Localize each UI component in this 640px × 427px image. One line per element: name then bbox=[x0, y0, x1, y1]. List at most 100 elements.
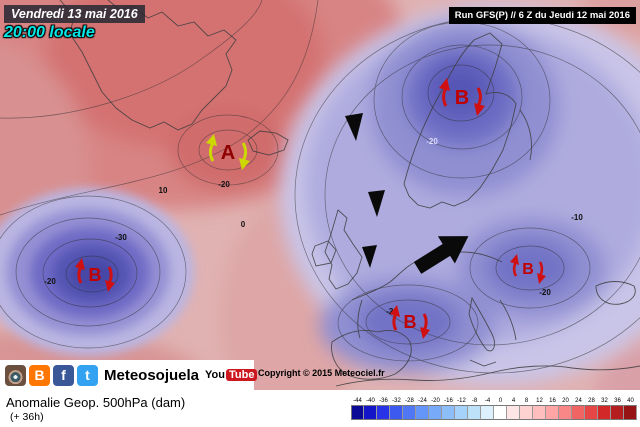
depression-letter: B bbox=[522, 261, 534, 278]
legend-cell: -36 bbox=[377, 397, 390, 420]
legend-cell: 28 bbox=[585, 397, 598, 420]
legend-value: -24 bbox=[418, 398, 427, 404]
contour-label: -20 bbox=[44, 277, 56, 286]
legend-color-swatch bbox=[468, 405, 481, 420]
depression-letter: B bbox=[404, 312, 417, 332]
legend-cell: 4 bbox=[507, 397, 520, 420]
legend-cell: -40 bbox=[364, 397, 377, 420]
contour-label: -30 bbox=[115, 233, 127, 242]
date-banner: Vendredi 13 mai 2016 20:00 locale bbox=[4, 5, 145, 42]
legend-color-swatch bbox=[403, 405, 416, 420]
legend-cell: -32 bbox=[390, 397, 403, 420]
legend-cell: 24 bbox=[572, 397, 585, 420]
legend-color-swatch bbox=[494, 405, 507, 420]
legend-cell: -28 bbox=[403, 397, 416, 420]
legend-color-swatch bbox=[572, 405, 585, 420]
contour-label: -10 bbox=[571, 213, 583, 222]
legend-cell: 36 bbox=[611, 397, 624, 420]
cyclone-arrowheads bbox=[510, 254, 546, 284]
time-label: 20:00 locale bbox=[4, 24, 95, 41]
legend-value: 40 bbox=[627, 398, 634, 404]
anticyclone-arrowheads bbox=[206, 134, 250, 170]
legend-cell: -24 bbox=[416, 397, 429, 420]
pressure-center-depression-scandinavia: B bbox=[439, 78, 485, 116]
legend-value: -12 bbox=[457, 398, 466, 404]
wind-arrow bbox=[362, 245, 377, 268]
cyclone-arrowheads bbox=[75, 258, 115, 292]
legend-value: -36 bbox=[379, 398, 388, 404]
cyclone-arrowheads bbox=[439, 78, 485, 116]
legend-cell: 8 bbox=[520, 397, 533, 420]
legend-cell: -4 bbox=[481, 397, 494, 420]
date-label: Vendredi 13 mai 2016 bbox=[4, 5, 145, 23]
pressure-center-depression-east-europe: B bbox=[510, 254, 546, 284]
wind-arrow-large bbox=[413, 236, 469, 274]
facebook-icon[interactable]: f bbox=[53, 364, 74, 386]
legend-color-swatch bbox=[364, 405, 377, 420]
youtube-you-label: You bbox=[205, 369, 225, 381]
legend-value: -20 bbox=[431, 398, 440, 404]
footer-bar: Anomalie Geop. 500hPa (dam) (+ 36h) -44-… bbox=[0, 390, 640, 427]
contour-label: 10 bbox=[159, 186, 168, 195]
legend-cell: -8 bbox=[468, 397, 481, 420]
legend-value: -8 bbox=[471, 398, 478, 404]
legend-color-swatch bbox=[442, 405, 455, 420]
anticyclone-letter: A bbox=[221, 142, 235, 164]
legend-cell: -16 bbox=[442, 397, 455, 420]
pressure-center-depression-mediterranean: B bbox=[390, 305, 430, 339]
legend-value: -32 bbox=[392, 398, 401, 404]
legend-color-swatch bbox=[416, 405, 429, 420]
legend-color-swatch bbox=[429, 405, 442, 420]
social-bar: B f t Meteosojuela You Tube bbox=[0, 360, 258, 390]
legend-color-swatch bbox=[507, 405, 520, 420]
legend-value: 24 bbox=[575, 398, 582, 404]
legend-value: -16 bbox=[444, 398, 453, 404]
wind-arrow bbox=[345, 113, 363, 141]
map-title: Anomalie Geop. 500hPa (dam) bbox=[6, 394, 186, 410]
legend-value: -28 bbox=[405, 398, 414, 404]
legend-cell: -44 bbox=[351, 397, 364, 420]
blogger-icon[interactable]: B bbox=[29, 364, 50, 386]
legend-color-swatch bbox=[611, 405, 624, 420]
wind-arrow bbox=[368, 190, 385, 217]
instagram-icon[interactable] bbox=[5, 364, 26, 386]
legend-value: -44 bbox=[353, 398, 362, 404]
youtube-tube-label: Tube bbox=[226, 369, 258, 381]
legend-color-swatch bbox=[598, 405, 611, 420]
legend-cell: -12 bbox=[455, 397, 468, 420]
legend-color-swatch bbox=[351, 405, 364, 420]
legend-value: -4 bbox=[484, 398, 491, 404]
wind-arrows bbox=[345, 113, 469, 274]
depression-letter: B bbox=[89, 265, 102, 285]
legend-value: 20 bbox=[562, 398, 569, 404]
youtube-icon[interactable]: You Tube bbox=[205, 369, 258, 381]
legend-value: 8 bbox=[524, 398, 529, 404]
legend-cell: 20 bbox=[559, 397, 572, 420]
contour-label: -20 bbox=[426, 137, 438, 146]
legend-cell: 32 bbox=[598, 397, 611, 420]
legend-color-swatch bbox=[455, 405, 468, 420]
legend-color-swatch bbox=[481, 405, 494, 420]
twitter-icon[interactable]: t bbox=[77, 364, 98, 386]
legend-value: 16 bbox=[549, 398, 556, 404]
cyclone-arrowheads bbox=[390, 305, 430, 339]
brand-name: Meteosojuela bbox=[104, 366, 200, 384]
pressure-center-depression-atlantic: B bbox=[75, 258, 115, 292]
depression-letter: B bbox=[455, 87, 469, 109]
legend-value: 32 bbox=[601, 398, 608, 404]
legend-color-swatch bbox=[377, 405, 390, 420]
coastlines bbox=[59, 0, 640, 387]
legend-value: 12 bbox=[536, 398, 543, 404]
legend-color-swatch bbox=[559, 405, 572, 420]
copyright-label: Copyright © 2015 Meteociel.fr bbox=[258, 368, 385, 378]
pressure-center-anticyclone: A bbox=[206, 134, 250, 170]
legend-cell: -20 bbox=[429, 397, 442, 420]
legend-value: 36 bbox=[614, 398, 621, 404]
legend-cell: 0 bbox=[494, 397, 507, 420]
legend-color-swatch bbox=[585, 405, 598, 420]
legend-value: -40 bbox=[366, 398, 375, 404]
legend-cell: 12 bbox=[533, 397, 546, 420]
legend-color-swatch bbox=[390, 405, 403, 420]
legend-cell: 40 bbox=[624, 397, 637, 420]
